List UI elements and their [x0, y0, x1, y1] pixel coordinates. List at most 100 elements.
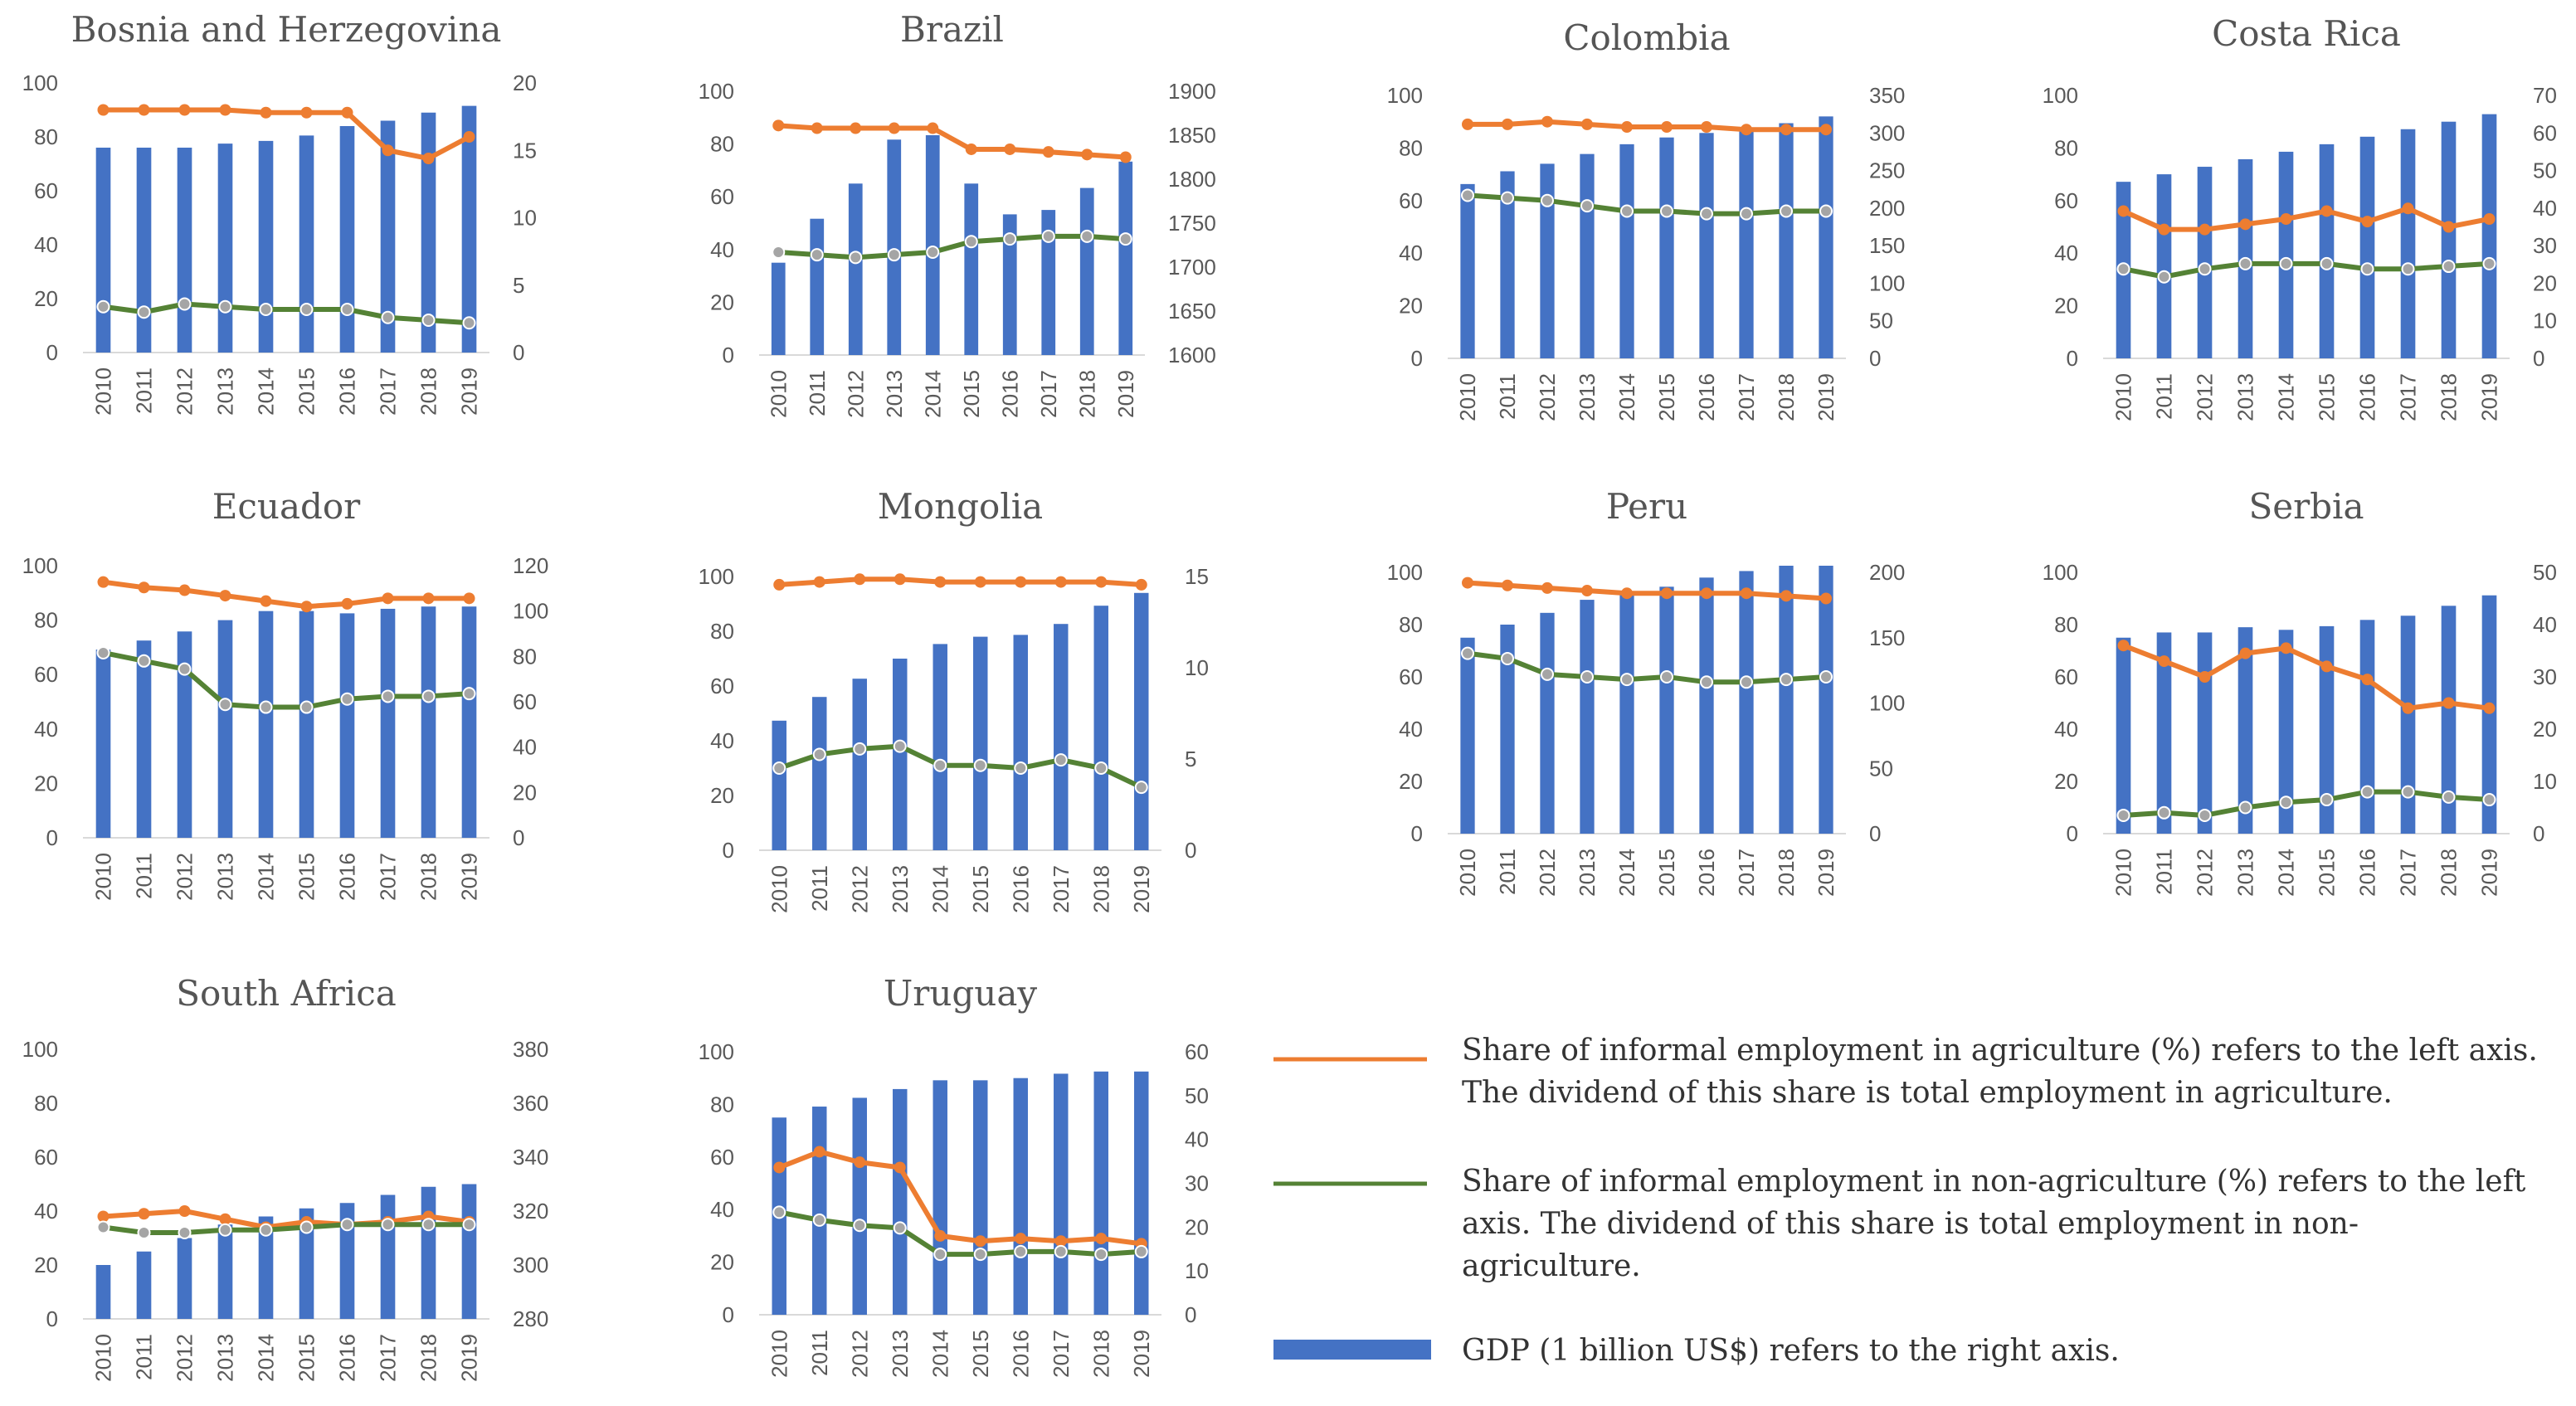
left-tick-label: 20: [710, 783, 734, 808]
x-tick-label: 2011: [1495, 849, 1520, 895]
right-tick-label: 30: [1185, 1171, 1209, 1196]
right-tick-label: 20: [2533, 717, 2557, 742]
x-tick-label: 2016: [1694, 373, 1719, 421]
non-agriculture-point: [887, 248, 901, 262]
x-tick-label: 2010: [2111, 373, 2136, 421]
agriculture-point: [138, 1208, 150, 1220]
gdp-bar: [136, 640, 152, 838]
agriculture-point: [1015, 1233, 1027, 1245]
right-tick-label: 320: [513, 1199, 548, 1224]
gdp-bar: [1540, 612, 1555, 834]
x-tick-label: 2016: [335, 367, 360, 416]
x-tick-label: 2013: [882, 370, 907, 418]
non-agriculture-line: [778, 233, 1126, 260]
non-agriculture-point: [2360, 785, 2374, 799]
agriculture-point: [772, 119, 785, 132]
x-tick-label: 2011: [2152, 373, 2177, 420]
left-tick-label: 40: [34, 717, 58, 742]
right-tick-label: 40: [2533, 612, 2557, 637]
non-agriculture-point: [1819, 670, 1833, 684]
agriculture-point: [1095, 576, 1108, 588]
non-agriculture-point: [1461, 646, 1474, 660]
agriculture-point: [927, 122, 939, 134]
non-agriculture-point: [2320, 793, 2334, 807]
gdp-bar: [2238, 627, 2253, 834]
gdp-bar: [1118, 161, 1133, 355]
gdp-bar: [380, 608, 396, 838]
non-agriculture-line: [103, 301, 470, 326]
left-tick-label: 20: [1399, 769, 1423, 794]
non-agriculture-point: [1660, 204, 1673, 218]
agriculture-point: [1621, 587, 1633, 600]
agriculture-point: [382, 592, 394, 605]
chart-title: Mongolia: [878, 486, 1043, 527]
agriculture-point: [974, 1235, 986, 1248]
non-agriculture-point: [893, 739, 907, 753]
agriculture-point: [888, 122, 900, 134]
agriculture-point: [1081, 148, 1093, 161]
gdp-bar: [421, 606, 436, 838]
chart-title: Peru: [1606, 486, 1687, 527]
x-tick-label: 2016: [997, 370, 1022, 418]
gdp-bar: [95, 148, 111, 353]
non-agriculture-point: [1580, 199, 1594, 213]
non-agriculture-point: [964, 235, 978, 249]
agriculture-point: [2483, 212, 2496, 225]
non-agriculture-point: [2401, 785, 2415, 799]
x-tick-label: 2017: [1734, 849, 1759, 897]
gdp-bar: [2278, 151, 2294, 358]
gdp-bar: [1819, 566, 1833, 834]
agriculture-point: [1015, 576, 1027, 588]
right-tick-label: 10: [2533, 309, 2557, 333]
gdp-bar: [1041, 210, 1056, 355]
agriculture-point: [2483, 702, 2496, 714]
agriculture-point: [260, 106, 272, 119]
gdp-bar: [1580, 600, 1595, 834]
non-agriculture-point: [381, 689, 395, 703]
left-tick-label: 80: [2054, 135, 2078, 160]
non-agriculture-point: [2157, 270, 2171, 284]
non-agriculture-point: [381, 1218, 395, 1232]
gdp-bar: [217, 620, 233, 838]
gdp-bar: [421, 1186, 436, 1319]
agriculture-point: [1741, 124, 1752, 136]
x-tick-label: 2016: [1008, 865, 1033, 913]
x-tick-label: 2014: [1614, 373, 1639, 421]
left-tick-label: 20: [34, 1253, 58, 1277]
agriculture-point: [1661, 587, 1673, 600]
non-agriculture-line: [2123, 789, 2490, 818]
non-agriculture-point: [462, 687, 476, 701]
non-agriculture-point: [926, 245, 940, 259]
x-tick-label: 2012: [1535, 849, 1560, 897]
right-tick-label: 200: [1869, 196, 1905, 221]
right-tick-label: 60: [513, 689, 537, 714]
gdp-bar: [2400, 615, 2416, 834]
left-tick-label: 80: [2054, 612, 2078, 637]
non-agriculture-point: [96, 1220, 110, 1234]
left-tick-label: 20: [2054, 769, 2078, 794]
right-tick-label: 100: [1869, 691, 1905, 716]
non-agriculture-point: [2238, 800, 2252, 815]
right-tick-label: 0: [1185, 838, 1196, 863]
x-tick-label: 2014: [254, 1334, 279, 1382]
non-agriculture-point: [340, 692, 354, 706]
non-agriculture-point: [973, 1248, 987, 1262]
left-tick-label: 0: [723, 343, 734, 367]
agriculture-point: [463, 592, 475, 605]
gdp-bar: [1580, 153, 1595, 358]
non-agriculture-point: [1700, 675, 1713, 689]
non-agriculture-point: [1003, 232, 1017, 246]
right-tick-label: 300: [513, 1253, 548, 1277]
chart-title: Uruguay: [884, 973, 1037, 1014]
right-tick-label: 1800: [1168, 167, 1216, 192]
agriculture-point: [178, 104, 191, 116]
non-agriculture-point: [462, 1218, 476, 1232]
non-agriculture-point: [1700, 207, 1713, 221]
gdp-bar: [461, 606, 477, 838]
agriculture-point: [1541, 115, 1553, 128]
agriculture-point: [97, 576, 110, 588]
right-tick-label: 10: [1185, 1258, 1209, 1283]
agriculture-point: [813, 1146, 825, 1158]
left-tick-label: 40: [34, 1199, 58, 1224]
right-tick-label: 350: [1869, 83, 1905, 108]
